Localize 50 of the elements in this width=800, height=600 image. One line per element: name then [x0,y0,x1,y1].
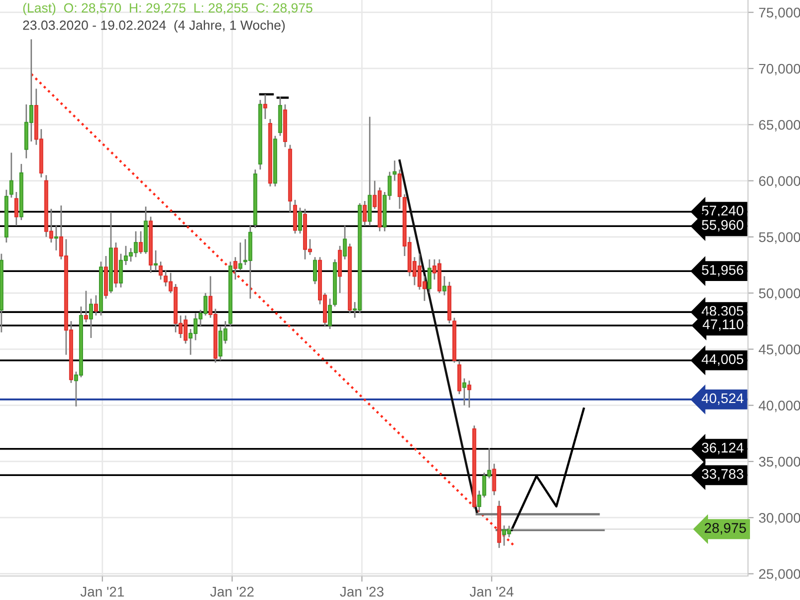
candlestick [328,298,332,330]
candlestick [342,224,347,260]
candlestick [492,463,496,496]
candlestick [442,276,446,296]
candlestick [467,380,472,408]
candlestick [89,298,93,339]
ref-line-label: 44,005 [702,354,744,366]
candlestick [392,160,397,182]
candlestick [427,258,432,294]
y-tick-label: 75,000 [759,8,800,20]
x-tick-label: Jan '23 [340,586,384,597]
y-tick-label: 65,000 [759,120,800,132]
y-tick-label: 45,000 [758,344,800,356]
candlestick [84,290,88,323]
candlestick [9,152,14,198]
candlestick [54,224,58,252]
candlestick [398,168,402,210]
y-tick-label: 55,000 [758,232,800,244]
y-tick-label: 50,000 [758,288,800,300]
ref-line-label: 47,110 [702,319,744,331]
y-tick-label: 35,000 [758,456,800,468]
text: 23.03.2020 - 19.02.2024 (4 Jahre, 1 Woche) [23,20,285,32]
ref-line-label: 40,524 [702,393,744,405]
x-tick-label: Jan '24 [470,586,514,597]
y-tick-label: 30,000 [758,512,800,524]
ref-line-label: 55,960 [702,220,744,232]
x-tick-label: Jan '22 [210,586,254,597]
x-tick-label: Jan '21 [80,586,124,597]
candlestick [238,242,242,272]
candlestick [298,207,302,234]
ref-line-label: 33,783 [702,469,744,481]
candlestick [233,256,238,280]
candlestick [14,191,18,226]
annotation: 28,975 [704,523,746,534]
candlestick [263,94,268,120]
ref-line-label: 48,305 [702,306,744,318]
candlestick [94,294,98,316]
candlestick [462,378,466,406]
y-tick-label: 25,000 [759,569,800,581]
candlestick [158,260,163,280]
candlestick [313,256,317,285]
ref-line-label: 51,956 [702,264,744,276]
candlestick [138,230,143,254]
y-tick-label: 70,000 [759,64,800,76]
chart-title: (Last) O: 28,570 H: 29,275 L: 28,255 C: 28,975 [23,2,312,16]
y-tick-label: 60,000 [759,176,800,188]
ref-line-label: 57,240 [702,206,744,218]
candlestick [154,250,158,272]
ref-line-label: 36,124 [702,442,744,454]
y-tick-label: 40,000 [758,400,800,412]
